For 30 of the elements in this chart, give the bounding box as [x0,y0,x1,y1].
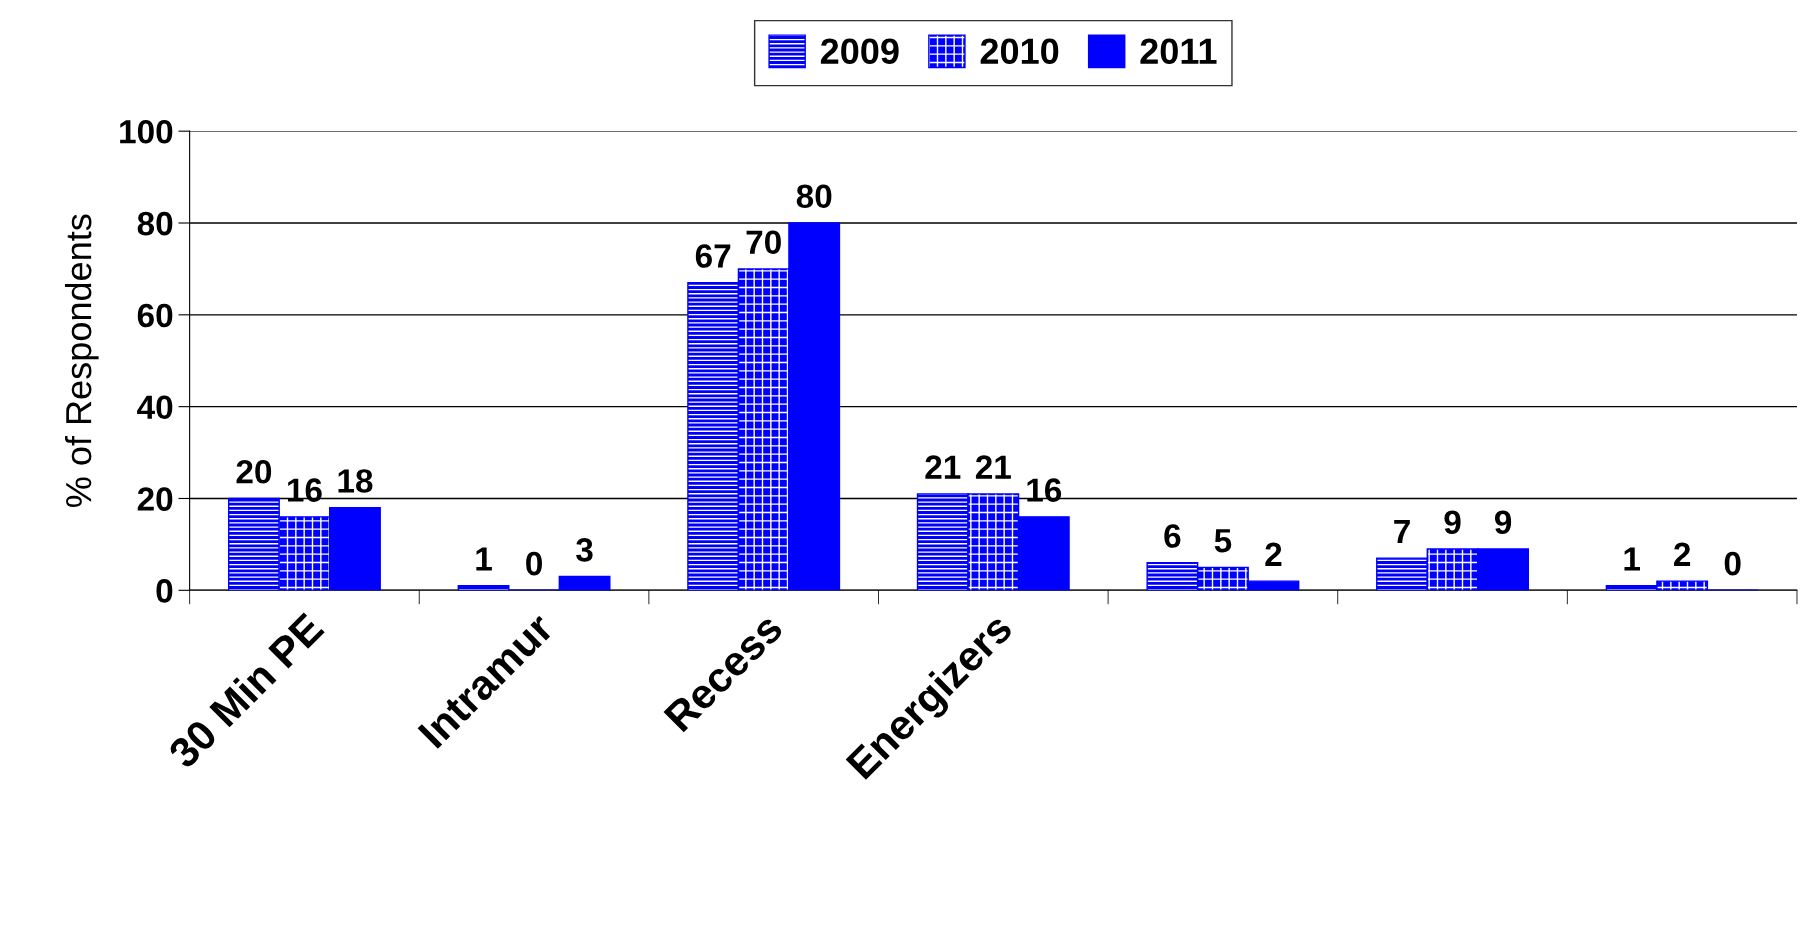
data-label: 0 [1724,551,1741,576]
data-label: 70 [746,230,781,254]
data-label: 67 [695,244,731,268]
legend-label: 2010 [980,38,1059,65]
data-label: 80 [796,184,832,209]
data-label: 6 [1164,524,1181,548]
legend-label: 2011 [1140,38,1217,65]
data-label: 2 [1265,542,1282,566]
data-label: 2 [1674,542,1691,566]
y-tick-label: 20 [137,487,173,511]
data-label: 1 [476,547,492,571]
data-label: 0 [526,551,542,576]
data-label: 1 [1624,547,1640,571]
data-label: 21 [925,455,961,479]
y-axis-title: % of Respondents [64,214,99,507]
data-label: 9 [1494,510,1512,535]
y-tick-label: 40 [137,395,173,420]
data-label: 3 [576,538,593,562]
data-label: 5 [1214,529,1232,553]
data-label: 18 [338,469,373,493]
data-label: 9 [1444,510,1461,535]
data-label: 20 [236,459,272,484]
y-tick-label: 100 [120,119,173,144]
y-tick-label: 0 [156,579,173,603]
y-tick-label: 60 [137,303,173,328]
x-tick-label: 30 Min PE [165,610,325,770]
legend-label: 2009 [820,38,899,65]
data-label: 7 [1394,519,1410,543]
y-tick-label: 80 [137,211,173,236]
data-label: 21 [975,455,1011,479]
